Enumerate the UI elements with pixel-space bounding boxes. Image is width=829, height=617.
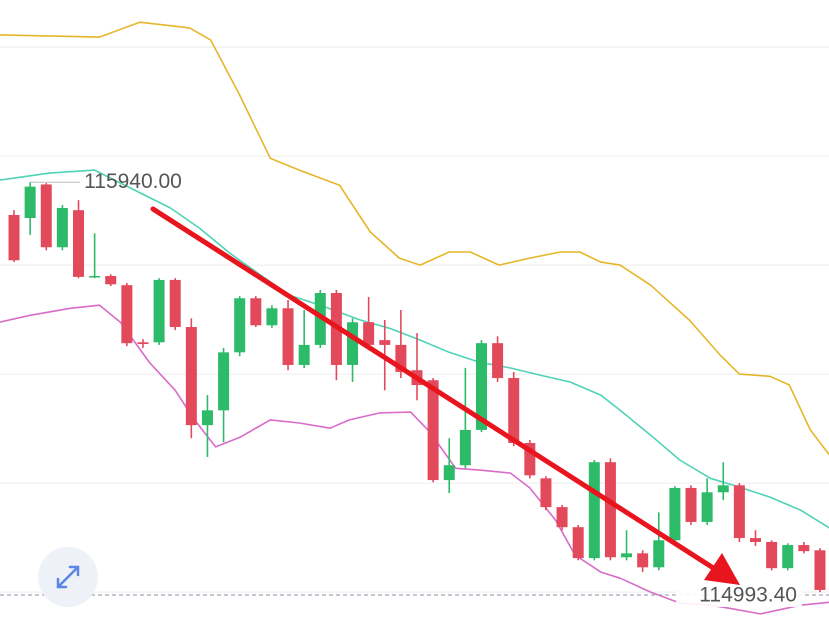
- expand-icon[interactable]: [56, 565, 80, 589]
- band-line: [0, 21, 829, 456]
- candle-body: [798, 545, 810, 552]
- candle-body: [379, 340, 391, 345]
- last-price-label: 114993.40: [699, 584, 797, 607]
- candle-body: [427, 380, 439, 481]
- candle-body: [137, 342, 149, 345]
- candle-body: [782, 545, 794, 569]
- high-marker-label: 115940.00: [84, 170, 182, 193]
- candle-body: [749, 538, 761, 543]
- candle-body: [105, 276, 117, 285]
- candle-body: [395, 344, 407, 372]
- arrow-head: [704, 553, 740, 585]
- candle-body: [669, 487, 681, 541]
- overlay: 115940.00 114993.40: [0, 170, 829, 608]
- candle-body: [766, 542, 778, 569]
- candle-body: [153, 279, 165, 343]
- candle-body: [572, 527, 584, 559]
- candle-body: [540, 478, 552, 508]
- candle-body: [282, 308, 294, 365]
- candle-body: [363, 322, 375, 345]
- candle-body: [266, 308, 278, 326]
- candle-body: [475, 343, 487, 430]
- candle-body: [250, 298, 262, 326]
- candle-body: [621, 553, 633, 558]
- candle-body: [508, 378, 520, 444]
- candle-body: [443, 465, 455, 481]
- candle-body: [524, 443, 536, 476]
- candle-body: [40, 184, 52, 248]
- candle-body: [733, 485, 745, 539]
- candle-body: [56, 207, 68, 248]
- candles: [8, 182, 826, 593]
- candle-body: [234, 298, 246, 353]
- candle-body: [347, 322, 359, 365]
- candle-body: [72, 210, 84, 277]
- candle-body: [492, 343, 504, 379]
- candle-body: [604, 462, 616, 558]
- candle-body: [637, 553, 649, 568]
- candle-body: [218, 352, 230, 411]
- bands: [0, 21, 829, 615]
- band-line: [0, 169, 829, 529]
- candle-body: [685, 487, 697, 522]
- arrow-line: [150, 206, 721, 574]
- candle-body: [701, 492, 713, 522]
- candle-body: [8, 214, 20, 261]
- candle-body: [169, 279, 181, 328]
- candle-body: [717, 485, 729, 493]
- candle-body: [814, 550, 826, 590]
- candle-body: [24, 186, 36, 219]
- trend-arrow: [150, 206, 740, 585]
- candle-body: [121, 285, 133, 344]
- candle-body: [588, 462, 600, 559]
- candle-body: [298, 344, 310, 365]
- candle-body: [653, 540, 665, 568]
- candle-body: [185, 327, 197, 426]
- last-price-label-bg: [676, 583, 802, 608]
- band-line: [0, 304, 829, 615]
- candle-body: [556, 507, 568, 528]
- candle-body: [459, 429, 471, 466]
- expand-button[interactable]: [38, 547, 98, 607]
- candle-body: [201, 410, 213, 426]
- candle-body: [89, 276, 101, 278]
